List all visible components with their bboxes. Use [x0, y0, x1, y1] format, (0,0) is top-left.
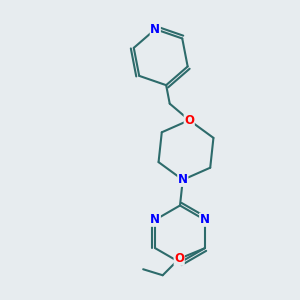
Text: N: N	[178, 173, 188, 186]
Text: N: N	[150, 23, 160, 36]
Text: O: O	[174, 252, 184, 265]
Text: O: O	[184, 114, 194, 127]
Text: N: N	[150, 213, 160, 226]
Text: N: N	[200, 213, 210, 226]
